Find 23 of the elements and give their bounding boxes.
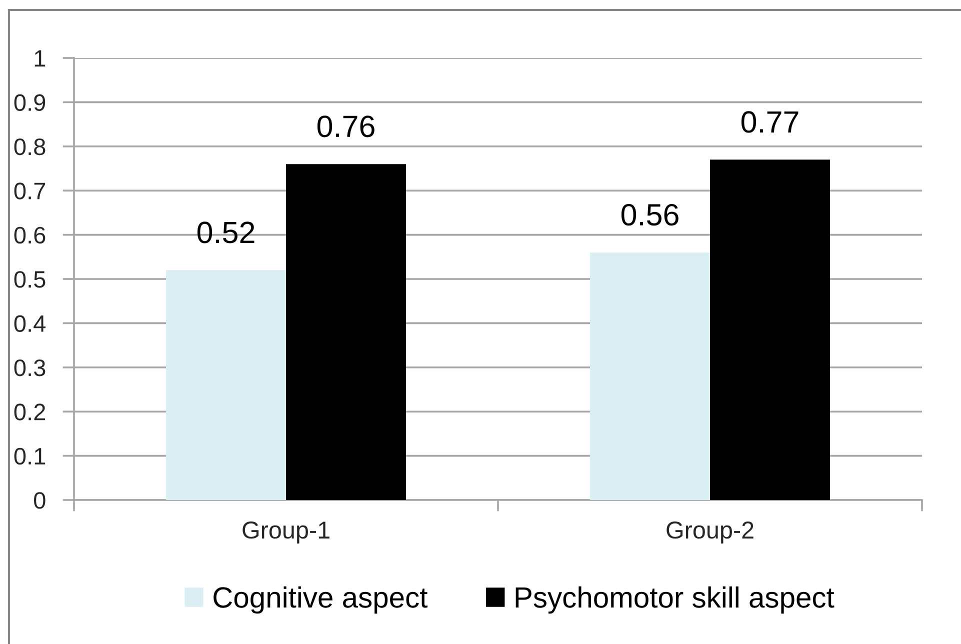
bar [166,270,286,500]
bar [286,164,406,500]
bar [590,252,710,500]
y-tick-label: 0.2 [14,404,46,420]
legend-label: Psychomotor skill aspect [516,586,834,614]
y-tick-label: 0.1 [14,448,46,465]
y-tick-label: 0.3 [14,359,46,376]
x-tick-label: Group-2 [666,521,754,544]
data-label: 0.76 [317,116,374,138]
bar [710,160,830,500]
y-tick-label: 0.5 [14,271,46,288]
y-tick-label: 0.9 [14,94,46,111]
y-tick-label: 0.4 [14,315,46,332]
y-tick-label: 0 [34,492,46,509]
data-label: 0.77 [741,111,798,133]
legend-label: Cognitive aspect [214,586,428,614]
x-tick-label: Group-1 [242,521,330,544]
y-tick-label: 0.7 [14,182,46,200]
y-tick-label: 0.8 [14,138,46,156]
data-label: 0.52 [197,222,254,244]
data-label: 0.56 [621,204,678,226]
y-tick-label: 1 [34,50,46,67]
y-tick-label: 0.6 [14,226,46,244]
